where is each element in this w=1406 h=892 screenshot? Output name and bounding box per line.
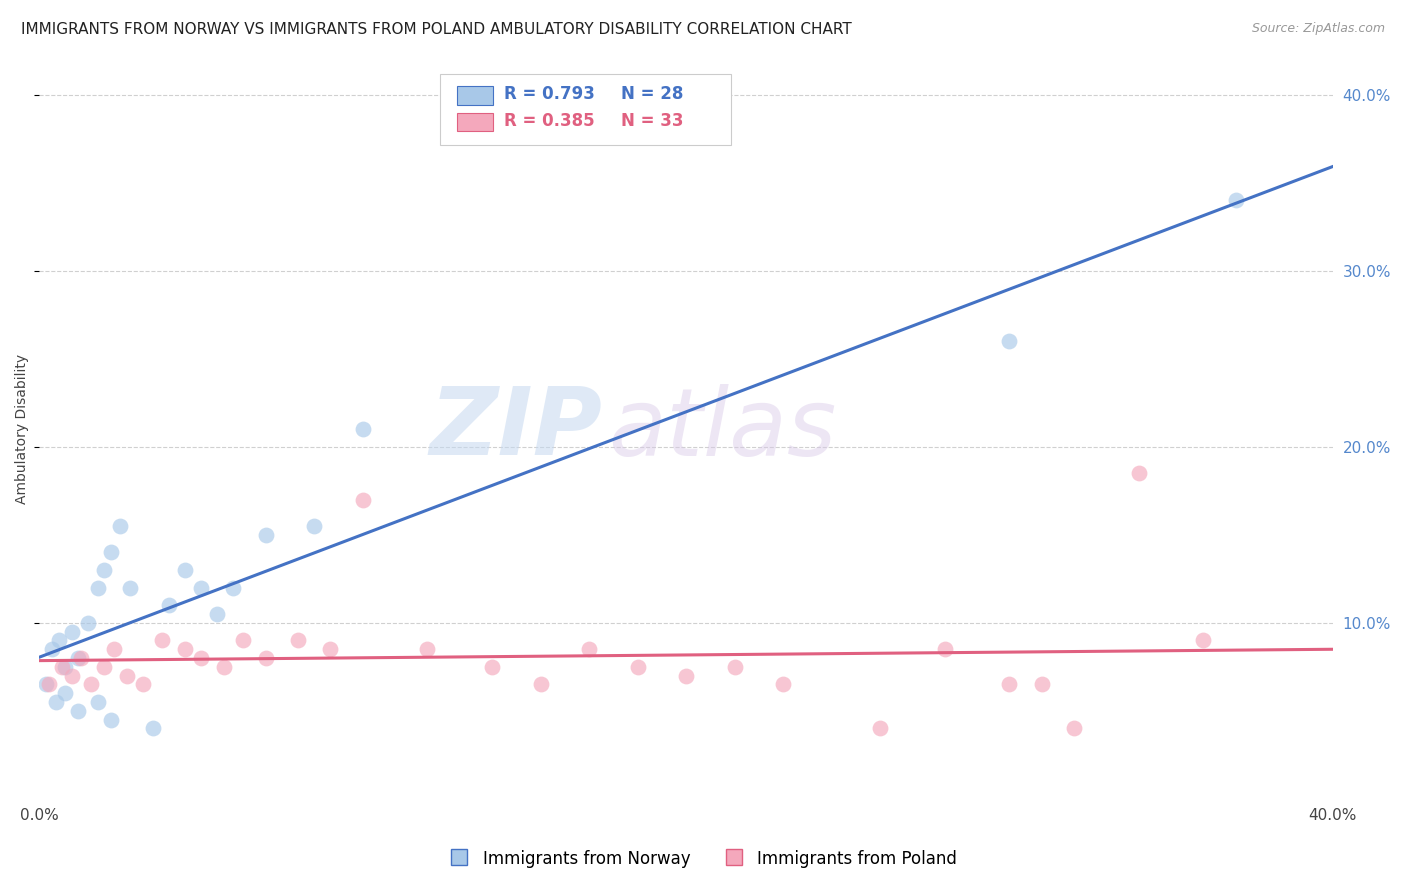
Text: N = 28: N = 28 <box>621 86 683 103</box>
Point <box>132 677 155 691</box>
Point <box>103 642 125 657</box>
FancyBboxPatch shape <box>457 112 494 131</box>
Point <box>48 633 70 648</box>
Point <box>190 581 212 595</box>
FancyBboxPatch shape <box>457 87 494 104</box>
Point <box>287 633 309 648</box>
Point <box>998 677 1021 691</box>
Point <box>254 528 277 542</box>
Point <box>416 642 439 657</box>
Point <box>319 642 342 657</box>
Point <box>35 677 58 691</box>
Point <box>772 677 794 691</box>
Point <box>110 519 132 533</box>
Text: N = 33: N = 33 <box>621 112 683 130</box>
Point <box>67 704 90 718</box>
Point <box>212 659 235 673</box>
Point <box>45 695 67 709</box>
Point <box>1225 194 1247 208</box>
Point <box>41 642 63 657</box>
Point <box>77 615 100 630</box>
Point <box>675 668 697 682</box>
Point <box>118 581 141 595</box>
Point <box>100 713 122 727</box>
Point <box>51 659 73 673</box>
Text: ZIP: ZIP <box>429 384 602 475</box>
Point <box>93 659 115 673</box>
Legend: Immigrants from Norway, Immigrants from Poland: Immigrants from Norway, Immigrants from … <box>443 843 963 875</box>
Point <box>352 422 374 436</box>
Point <box>1031 677 1053 691</box>
Point <box>232 633 254 648</box>
Point <box>254 651 277 665</box>
Point <box>38 677 60 691</box>
Point <box>53 686 76 700</box>
Point <box>304 519 326 533</box>
Point <box>86 695 108 709</box>
Point <box>626 659 648 673</box>
Point <box>723 659 745 673</box>
Point <box>869 722 891 736</box>
Point <box>70 651 93 665</box>
Point <box>174 563 197 577</box>
Point <box>53 659 76 673</box>
Point <box>1128 466 1150 480</box>
Point <box>998 334 1021 348</box>
Text: R = 0.385: R = 0.385 <box>503 112 595 130</box>
Point <box>80 677 103 691</box>
Point <box>142 722 165 736</box>
Point <box>67 651 90 665</box>
Point <box>352 492 374 507</box>
Point <box>190 651 212 665</box>
Point <box>86 581 108 595</box>
Point <box>578 642 600 657</box>
Point <box>222 581 245 595</box>
Text: R = 0.793: R = 0.793 <box>503 86 595 103</box>
Point <box>934 642 956 657</box>
Point <box>481 659 503 673</box>
Point <box>60 624 83 639</box>
FancyBboxPatch shape <box>440 74 731 145</box>
Point <box>207 607 229 621</box>
Point <box>529 677 551 691</box>
Point <box>93 563 115 577</box>
Y-axis label: Ambulatory Disability: Ambulatory Disability <box>15 354 30 504</box>
Point <box>60 668 83 682</box>
Point <box>1063 722 1085 736</box>
Point <box>157 598 180 612</box>
Point <box>1192 633 1215 648</box>
Point <box>174 642 197 657</box>
Point <box>150 633 173 648</box>
Text: IMMIGRANTS FROM NORWAY VS IMMIGRANTS FROM POLAND AMBULATORY DISABILITY CORRELATI: IMMIGRANTS FROM NORWAY VS IMMIGRANTS FRO… <box>21 22 852 37</box>
Text: atlas: atlas <box>609 384 837 475</box>
Point <box>100 545 122 559</box>
Text: Source: ZipAtlas.com: Source: ZipAtlas.com <box>1251 22 1385 36</box>
Point <box>115 668 138 682</box>
